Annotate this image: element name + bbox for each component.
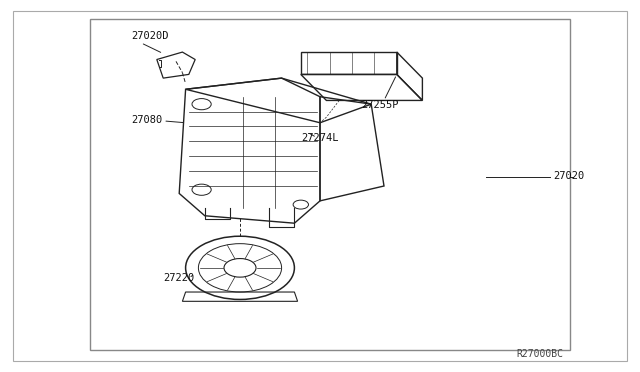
Text: R27000BC: R27000BC — [516, 349, 563, 359]
Text: 27020D: 27020D — [131, 31, 169, 41]
Text: 27080: 27080 — [131, 115, 163, 125]
Text: 27274L: 27274L — [301, 133, 339, 143]
Text: 27020: 27020 — [554, 170, 585, 180]
Text: 27255P: 27255P — [362, 100, 399, 110]
Bar — [90, 19, 570, 350]
Text: 27220: 27220 — [163, 273, 195, 283]
